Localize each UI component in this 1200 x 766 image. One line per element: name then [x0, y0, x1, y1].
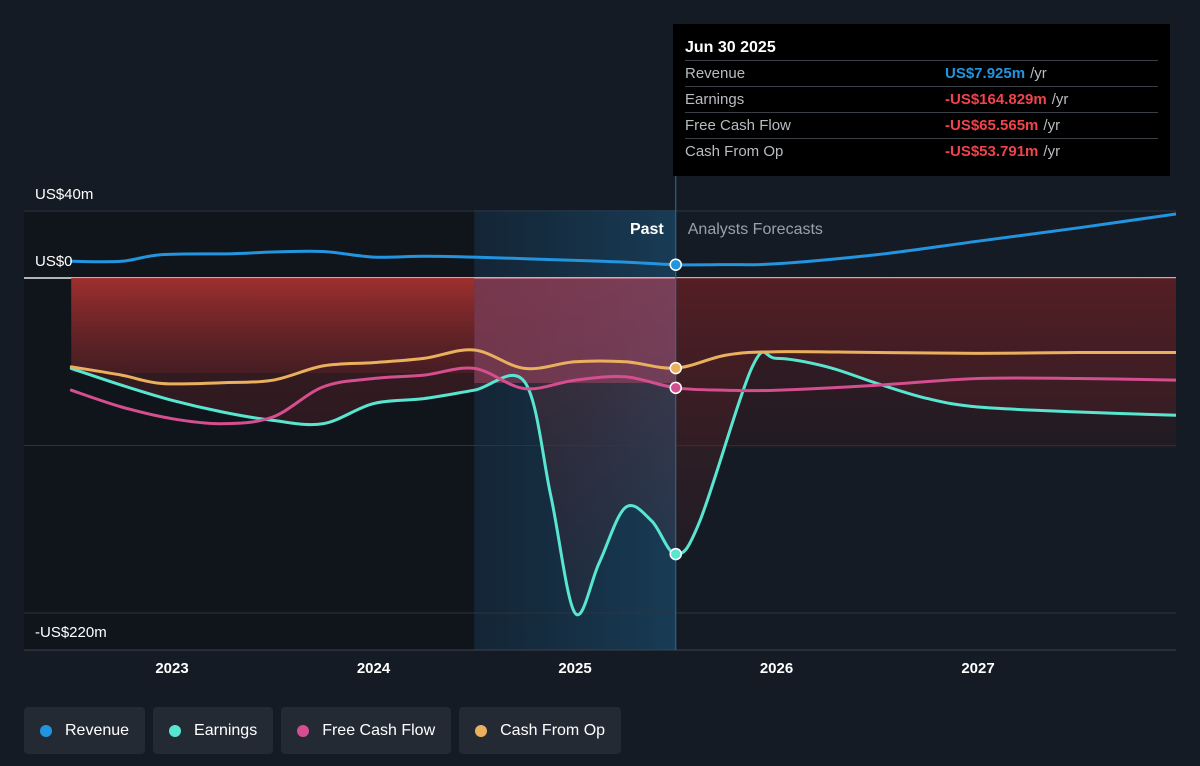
tooltip-row-label: Revenue: [685, 65, 746, 82]
legend-dot-icon: [40, 724, 52, 737]
negative-area-forecast: [675, 278, 1176, 448]
tooltip-row-unit: /yr: [1043, 143, 1061, 160]
tooltip-row-value: -US$65.565m: [945, 117, 1039, 134]
legend-dot-icon: [475, 724, 488, 737]
x-tick-label: 2024: [357, 660, 391, 677]
x-tick-label: 2026: [760, 660, 793, 677]
legend-item-label: Free Cash Flow: [322, 721, 436, 739]
tooltip-row-label: Earnings: [685, 91, 745, 108]
legend-item-label: Earnings: [194, 721, 258, 739]
y-axis-label: -US$220m: [35, 624, 107, 641]
legend-item-free-cash-flow[interactable]: Free Cash Flow: [281, 707, 452, 754]
tooltip-row-label: Free Cash Flow: [685, 117, 791, 134]
legend-item-earnings[interactable]: Earnings: [153, 707, 274, 754]
series-line-free-cash-flow: [69, 366, 1176, 426]
past-background: [24, 210, 475, 650]
tooltip-row: Revenue US$7.925m/yr: [685, 60, 1158, 86]
tooltip-row-unit: /yr: [1043, 117, 1061, 134]
legend-item-label: Cash From Op: [500, 721, 606, 739]
y-axis-label: US$40m: [35, 186, 93, 203]
legend-dot-icon: [169, 724, 182, 737]
legend-dot-icon: [297, 724, 310, 737]
tooltip: Jun 30 2025 Revenue US$7.925m/yr Earnings -…: [673, 24, 1170, 176]
tooltip-row-unit: /yr: [1030, 65, 1047, 82]
series-line-earnings: [69, 350, 1176, 617]
tooltip-row-value: -US$164.829m: [945, 91, 1047, 108]
tooltip-row: Cash From Op -US$53.791m/yr: [685, 138, 1158, 164]
tooltip-row-value: US$7.925m: [945, 65, 1026, 82]
tooltip-row-unit: /yr: [1051, 91, 1069, 108]
past-label: Past: [630, 221, 664, 238]
tooltip-row-value: -US$53.791m: [945, 143, 1039, 160]
legend-item-label: Revenue: [65, 721, 130, 739]
series-line-cash-from-op: [69, 348, 1176, 386]
x-tick-label: 2023: [155, 660, 188, 677]
marker-earnings[interactable]: [669, 547, 682, 561]
legend-item-revenue[interactable]: Revenue: [24, 707, 146, 754]
tooltip-date: Jun 30 2025: [685, 39, 776, 56]
x-tick-label: 2025: [558, 660, 591, 677]
marker-cash-from-op[interactable]: [669, 361, 682, 375]
forecast-label: Analysts Forecasts: [688, 221, 823, 238]
tooltip-row: Free Cash Flow -US$65.565m/yr: [685, 112, 1158, 138]
chart: US$40m US$0 -US$220m 2023 2024 2025 2026 2027 Pa…: [24, 176, 1176, 677]
negative-area-highlight: [474, 278, 676, 383]
x-tick-label: 2027: [961, 660, 994, 677]
series-line-revenue: [69, 212, 1176, 267]
tooltip-row-label: Cash From Op: [685, 143, 784, 160]
marker-revenue[interactable]: [669, 258, 682, 271]
legend-item-cash-from-op[interactable]: Cash From Op: [459, 707, 622, 754]
y-axis-label: US$0: [35, 253, 73, 270]
legend: Revenue Earnings Free Cash Flow Cash From O…: [24, 707, 622, 754]
tooltip-row: Earnings -US$164.829m/yr: [685, 86, 1158, 112]
marker-free-cash-flow[interactable]: [669, 381, 682, 395]
